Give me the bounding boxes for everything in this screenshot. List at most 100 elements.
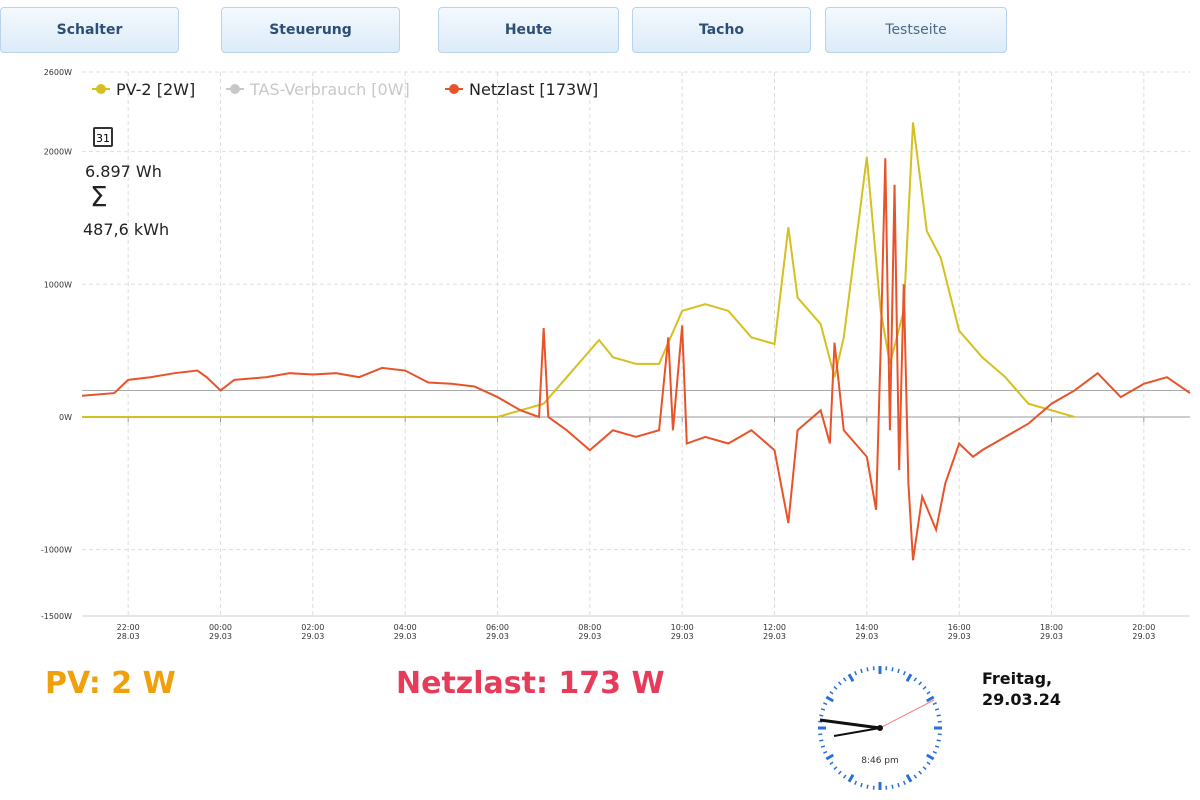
y-tick-label: 1000W [44,280,72,289]
calendar-icon: 31 [93,127,113,147]
x-tick-date: 29.03 [855,632,878,641]
x-tick-date: 29.03 [948,632,971,641]
legend-label: PV-2 [2W] [116,80,195,99]
y-tick-label: -1500W [41,612,72,621]
clock-tick [918,681,923,686]
clock-tick [860,782,863,788]
clock-tick [847,774,855,783]
clock-tick [823,702,828,706]
clock-tick [905,673,913,682]
clock-tick [918,770,923,775]
clock-tick [891,667,894,672]
clock-tick [825,753,834,761]
series-line [82,122,1075,418]
x-tick-label: 04:00 [394,623,417,632]
clock-tick [926,761,931,766]
x-tick-label: 10:00 [671,623,694,632]
y-tick-label: -1000W [41,546,72,555]
minute-hand [833,727,881,737]
date: 29.03.24 [982,690,1061,709]
clock-tick [854,780,858,785]
clock-tick [819,714,824,717]
x-tick-label: 16:00 [948,623,971,632]
x-tick-date: 29.03 [671,632,694,641]
clock-tick [837,770,842,775]
clock-tick [902,671,906,676]
x-tick-label: 18:00 [1040,623,1063,632]
clock-tick [897,782,900,788]
clock-tick [866,784,869,789]
clock-tick [854,671,858,676]
tab[interactable]: Schalter [0,7,179,53]
clock-tick [934,745,940,748]
clock-tick [860,668,863,674]
clock-tick [833,766,838,771]
clock-tick [936,739,941,742]
clock-tick [902,780,906,785]
clock-tick [837,681,842,686]
clock-tick [897,668,900,674]
clock-tick [820,745,826,748]
clock-tick [913,774,918,779]
clock-tick [926,753,935,761]
clock-tick [922,766,927,771]
y-tick-label: 2600W [44,68,72,77]
x-tick-date: 29.03 [763,632,786,641]
sum-icon: Σ [90,180,108,213]
x-tick-date: 29.03 [578,632,601,641]
y-tick-label: 2000W [44,148,72,157]
clock-tick [847,673,855,682]
clock-tick [905,774,913,783]
clock-tick [934,708,940,711]
clock-tick [829,690,834,695]
clock-tick [833,685,838,690]
tab[interactable]: Tacho [632,7,811,53]
tab[interactable]: Testseite [825,7,1007,53]
date-block: Freitag, 29.03.24 [982,668,1061,710]
tab[interactable]: Steuerung [221,7,400,53]
legend-marker [96,84,106,94]
x-tick-date: 29.03 [486,632,509,641]
hour-hand [819,718,881,730]
clock-tick [926,695,935,703]
x-tick-date: 29.03 [1132,632,1155,641]
x-tick-date: 29.03 [1040,632,1063,641]
legend-label: TAS-Verbrauch [0W] [249,80,410,99]
clock-tick [891,784,894,789]
tab[interactable]: Heute [438,7,619,53]
clock-tick [829,761,834,766]
clock-tick [913,677,918,682]
x-tick-date: 29.03 [394,632,417,641]
clock-tick [922,685,927,690]
clock-tick [820,708,826,711]
clock-tick [936,714,941,717]
x-tick-date: 28.03 [117,632,140,641]
weekday: Freitag, [982,669,1053,688]
clock-tick [932,750,937,754]
x-tick-label: 22:00 [117,623,140,632]
x-tick-label: 02:00 [301,623,324,632]
total-energy: 487,6 kWh [83,220,170,239]
day-energy: 6.897 Wh [85,162,162,181]
x-tick-date: 29.03 [301,632,324,641]
clock-tick [825,695,834,703]
pv-value: PV: 2 W [45,666,176,701]
legend-label: Netzlast [173W] [469,80,598,99]
x-tick-label: 12:00 [763,623,786,632]
x-tick-label: 08:00 [578,623,601,632]
x-tick-date: 29.03 [209,632,232,641]
series-line [81,158,1191,561]
clock-tick [842,677,847,682]
x-tick-label: 00:00 [209,623,232,632]
clock-tick [819,739,824,742]
y-tick-label: 0W [59,413,72,422]
clock-tick [823,750,828,754]
clock-time: 8:46 pm [861,756,899,766]
x-tick-label: 20:00 [1132,623,1155,632]
legend-marker [230,84,240,94]
clock-tick [926,690,931,695]
x-tick-label: 06:00 [486,623,509,632]
second-hand [879,699,935,729]
clock: 8:46 pm [818,666,942,790]
